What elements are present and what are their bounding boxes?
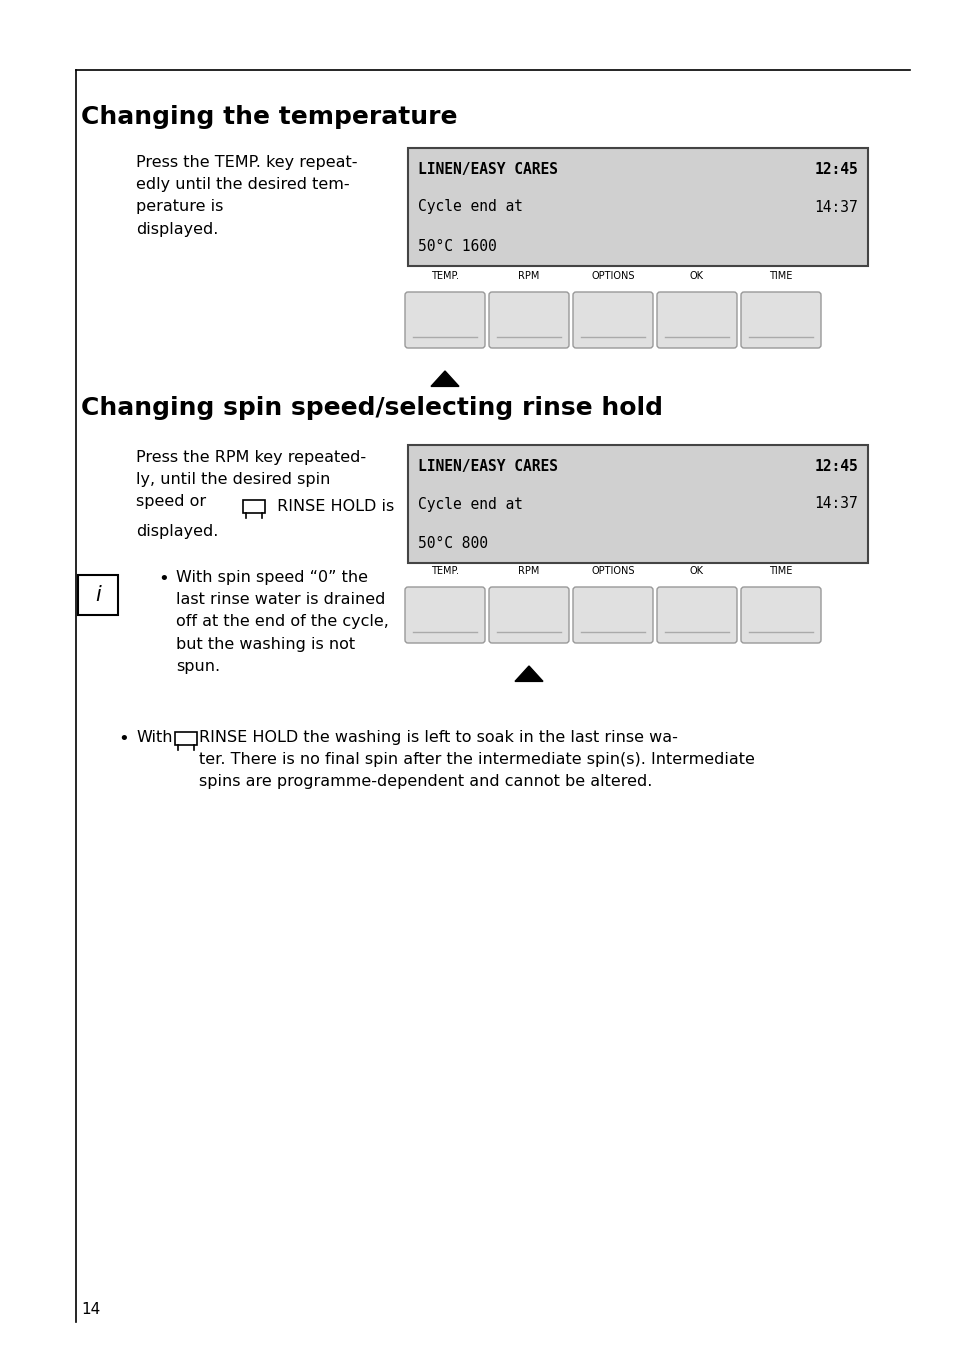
Text: 14:37: 14:37	[814, 496, 857, 511]
Text: LINEN/EASY CARES: LINEN/EASY CARES	[417, 162, 558, 177]
FancyBboxPatch shape	[489, 292, 568, 347]
Text: OPTIONS: OPTIONS	[591, 270, 634, 281]
Text: 12:45: 12:45	[814, 162, 857, 177]
Text: With spin speed “0” the
last rinse water is drained
off at the end of the cycle,: With spin speed “0” the last rinse water…	[175, 571, 389, 673]
Text: LINEN/EASY CARES: LINEN/EASY CARES	[417, 460, 558, 475]
FancyBboxPatch shape	[573, 292, 652, 347]
FancyBboxPatch shape	[740, 587, 821, 644]
Text: 50°C 800: 50°C 800	[417, 535, 488, 550]
Text: TIME: TIME	[768, 566, 792, 576]
Text: With: With	[136, 730, 172, 745]
Text: RINSE HOLD is: RINSE HOLD is	[272, 499, 394, 514]
FancyBboxPatch shape	[657, 587, 737, 644]
Polygon shape	[431, 370, 458, 387]
Bar	[78, 575, 118, 615]
Text: OPTIONS: OPTIONS	[591, 566, 634, 576]
Text: Press the TEMP. key repeat-
edly until the desired tem-
perature is
displayed.: Press the TEMP. key repeat- edly until t…	[136, 155, 357, 237]
Text: 14:37: 14:37	[814, 200, 857, 215]
Text: TEMP.: TEMP.	[431, 566, 458, 576]
Text: RPM: RPM	[517, 566, 539, 576]
Text: OK: OK	[689, 566, 703, 576]
FancyBboxPatch shape	[489, 587, 568, 644]
Text: TEMP.: TEMP.	[431, 270, 458, 281]
Text: RINSE HOLD the washing is left to soak in the last rinse wa-
ter. There is no fi: RINSE HOLD the washing is left to soak i…	[199, 730, 754, 790]
Text: Cycle end at: Cycle end at	[417, 496, 522, 511]
Text: displayed.: displayed.	[136, 523, 218, 538]
Text: TIME: TIME	[768, 270, 792, 281]
Text: Press the RPM key repeated-
ly, until the desired spin
speed or: Press the RPM key repeated- ly, until th…	[136, 450, 366, 510]
Polygon shape	[515, 667, 542, 681]
Text: RPM: RPM	[517, 270, 539, 281]
FancyBboxPatch shape	[573, 587, 652, 644]
Bar	[243, 500, 265, 512]
Text: •: •	[118, 730, 129, 748]
FancyBboxPatch shape	[657, 292, 737, 347]
FancyBboxPatch shape	[740, 292, 821, 347]
Bar	[408, 147, 867, 266]
Text: Changing spin speed/selecting rinse hold: Changing spin speed/selecting rinse hold	[81, 396, 662, 420]
FancyBboxPatch shape	[405, 587, 484, 644]
Text: OK: OK	[689, 270, 703, 281]
Text: 50°C 1600: 50°C 1600	[417, 239, 497, 254]
Text: 14: 14	[81, 1302, 100, 1317]
Text: 12:45: 12:45	[814, 460, 857, 475]
Text: Changing the temperature: Changing the temperature	[81, 105, 457, 128]
Text: i: i	[95, 585, 101, 604]
Text: Cycle end at: Cycle end at	[417, 200, 522, 215]
Bar	[408, 445, 867, 562]
Text: •: •	[158, 571, 169, 588]
FancyBboxPatch shape	[405, 292, 484, 347]
Bar	[174, 731, 196, 745]
